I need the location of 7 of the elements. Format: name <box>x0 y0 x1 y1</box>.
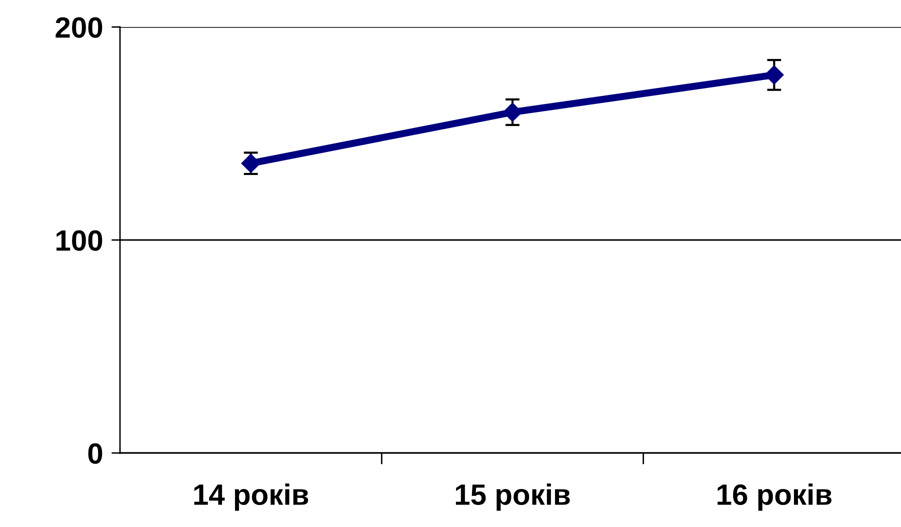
y-tick-label: 200 <box>56 17 102 38</box>
y-tick-label: 0 <box>88 443 102 464</box>
point <box>764 65 784 84</box>
x-tick-label: 15 років <box>456 484 570 511</box>
x-tick-label: 14 років <box>194 484 308 511</box>
y-tick-label: 100 <box>56 230 102 251</box>
x-tick-label: 16 років <box>718 484 832 511</box>
